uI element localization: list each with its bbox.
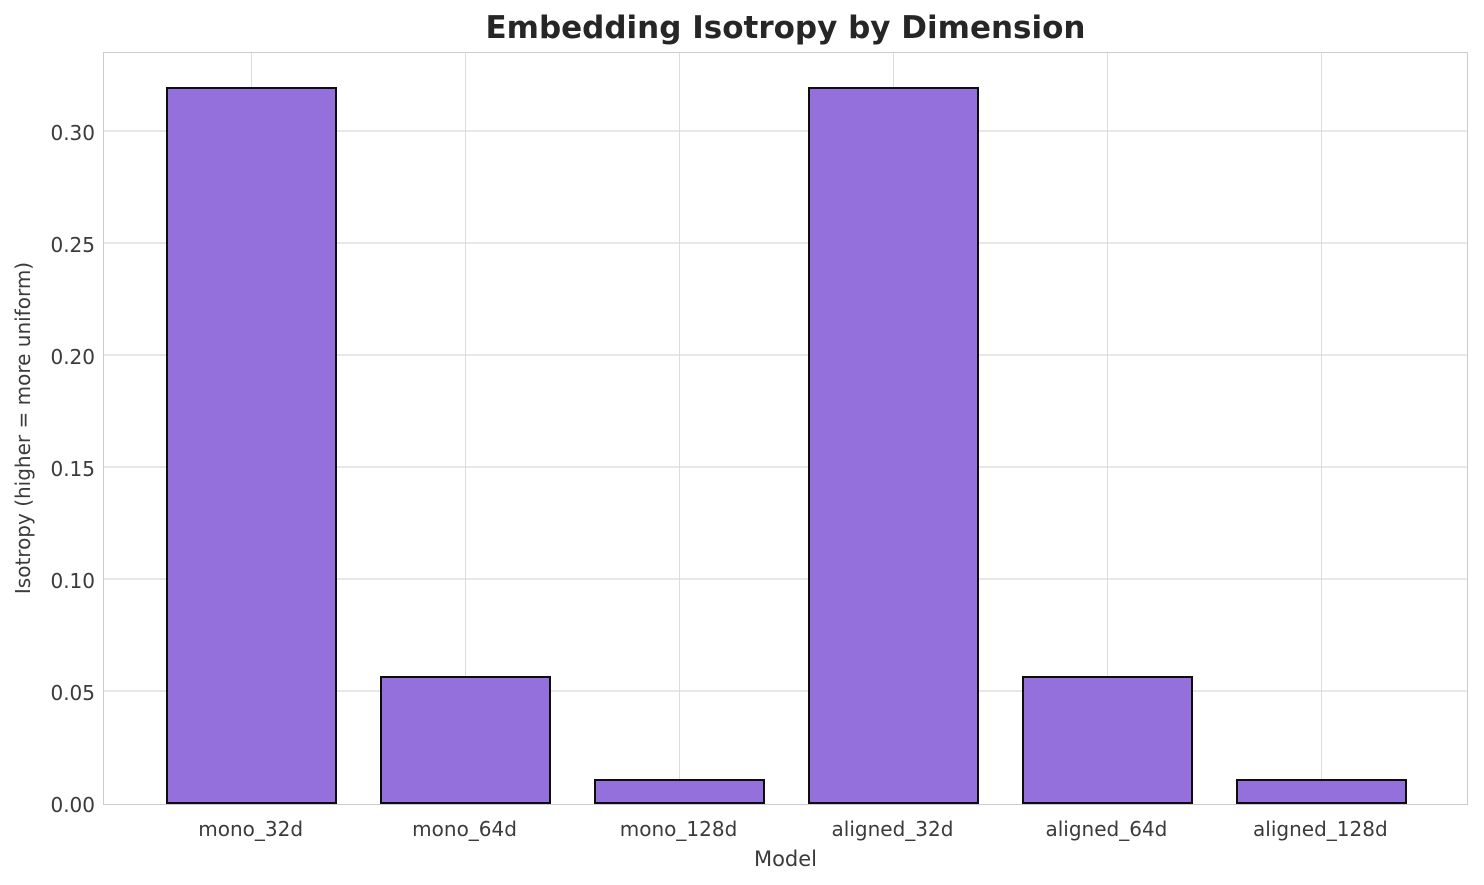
horizontal-gridline [104,690,1467,692]
y-axis-tick-labels: 0.00 0.05 0.10 0.15 0.20 0.25 0.30 [0,52,95,817]
x-tick-label-mono_128d: mono_128d [619,817,738,841]
y-tick-label: 0.20 [50,344,95,369]
bar-aligned_64d [1021,676,1193,804]
x-tick-label-aligned_128d: aligned_128d [1253,817,1388,841]
vertical-gridline [678,53,681,804]
plot-area [103,52,1468,805]
y-tick-label: 0.30 [50,120,95,145]
x-axis-tick-labels: mono_32d mono_64d mono_128d aligned_32d alig… [103,817,1468,843]
horizontal-gridline [104,578,1467,580]
x-tick-label-aligned_32d: aligned_32d [831,817,954,841]
x-tick-label-mono_64d: mono_64d [412,817,517,841]
bar-mono_32d [166,86,338,804]
bar-aligned_128d [1235,779,1407,804]
x-axis-title: Model [753,847,818,871]
x-tick-label-mono_32d: mono_32d [198,817,304,841]
vertical-gridline [1106,53,1109,804]
y-tick-label: 0.05 [50,680,95,705]
bar-mono_128d [593,779,766,804]
x-tick-label-aligned_64d: aligned_64d [1045,817,1168,841]
vertical-gridline [464,53,467,804]
y-tick-label: 0.10 [50,568,95,593]
horizontal-gridline [104,354,1467,356]
y-tick-label: 0.25 [50,232,95,257]
bar-aligned_32d [807,86,980,804]
horizontal-gridline [104,130,1467,132]
horizontal-gridline [104,466,1467,468]
y-tick-label: 0.15 [50,456,95,481]
y-tick-label: 0.00 [50,793,95,817]
horizontal-gridline [104,242,1467,244]
chart-title: Embedding Isotropy by Dimension [485,10,1086,46]
vertical-gridline [1320,53,1323,804]
bar-mono_64d [379,676,552,804]
